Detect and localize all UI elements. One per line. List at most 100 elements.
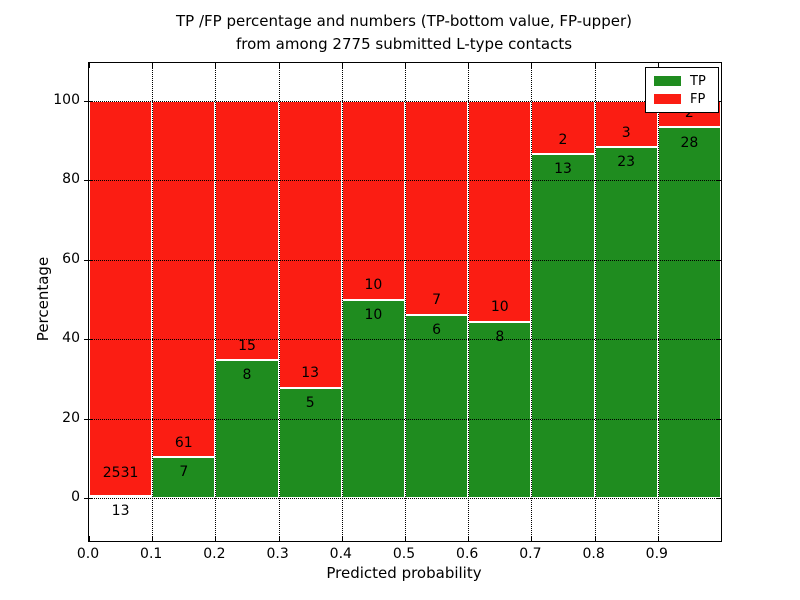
x-tick-bottom: [152, 536, 154, 541]
bar-segment-fp: [468, 101, 532, 322]
v-gridline: [278, 63, 280, 541]
x-tick-top: [594, 63, 596, 68]
v-gridline: [657, 63, 659, 541]
chart-title: TP /FP percentage and numbers (TP-bottom…: [88, 10, 720, 56]
y-tick-right: [716, 259, 721, 261]
bar-segment-tp: [152, 457, 216, 498]
legend-swatch-tp-icon: [654, 76, 681, 86]
y-tick-right: [716, 418, 721, 420]
v-gridline: [531, 63, 533, 541]
tp-count-label: 6: [432, 321, 442, 338]
y-axis-tick-label: 0: [71, 489, 80, 505]
y-axis-tick-label: 40: [62, 330, 80, 347]
legend-label-fp: FP: [690, 91, 706, 107]
x-tick-bottom: [89, 536, 90, 541]
bar-segment-fp: [531, 101, 595, 154]
tp-count-label: 13: [111, 503, 130, 520]
x-tick-top: [89, 63, 90, 68]
bar-segment-fp: [89, 101, 153, 496]
bar-segment-tp: [89, 495, 153, 498]
fp-count-label: 7: [432, 292, 442, 309]
x-axis-tick-label: 0.4: [329, 546, 352, 562]
tp-count-label: 13: [554, 161, 572, 178]
tp-count-label: 10: [364, 306, 383, 323]
bar-segment-tp: [278, 387, 342, 498]
legend-item-fp: FP: [654, 93, 718, 106]
fp-count-label: 2531: [102, 464, 139, 481]
bar-segment-tp: [531, 153, 595, 498]
x-tick-top: [531, 63, 533, 68]
tp-count-label: 8: [242, 366, 252, 383]
bar-segment-tp: [405, 314, 469, 498]
y-axis-tick-label: 100: [53, 92, 80, 108]
legend-item-tp: TP: [654, 75, 718, 88]
v-gridline: [341, 63, 343, 541]
x-tick-top: [405, 63, 406, 68]
fp-count-label: 3: [621, 124, 631, 141]
y-tick-left: [84, 498, 93, 499]
fp-count-label: 15: [238, 337, 256, 354]
x-axis-tick-label: 0.0: [76, 546, 100, 562]
x-tick-top: [152, 63, 154, 68]
bar-segment-tp: [468, 321, 532, 498]
x-axis-tick-label: 0.9: [645, 546, 668, 562]
y-tick-left: [84, 101, 93, 102]
legend-label-tp: TP: [690, 73, 706, 89]
tp-count-label: 7: [179, 464, 189, 481]
y-tick-left: [84, 339, 93, 341]
bar-segment-tp: [594, 146, 658, 498]
plot-area: TP FP 2531 13 61 7 15 8 13 5 10 10 7 6 10 8 2 13 3 23 2 28: [84, 62, 722, 542]
v-gridline: [594, 63, 596, 541]
x-axis-tick-label: 0.7: [519, 546, 542, 562]
x-axis-tick-label: 0.6: [456, 546, 479, 562]
x-tick-bottom: [341, 536, 343, 541]
y-axis-label: Percentage: [34, 256, 52, 342]
fp-count-label: 13: [301, 365, 320, 382]
bar-segment-fp: [215, 101, 279, 360]
chart-title-line2: from among 2775 submitted L-type contact…: [235, 35, 573, 53]
x-axis-tick-label: 0.3: [266, 546, 289, 562]
y-tick-right: [716, 180, 721, 182]
x-tick-bottom: [468, 536, 470, 541]
legend: TP FP: [645, 67, 719, 113]
tp-count-label: 23: [617, 153, 636, 170]
y-axis-tick-label: 60: [62, 250, 80, 267]
bar-segment-tp: [657, 127, 721, 498]
x-tick-bottom: [405, 536, 406, 541]
bar-segment-fp: [278, 101, 342, 388]
x-tick-bottom: [531, 536, 533, 541]
bar-segment-tp: [341, 299, 405, 498]
tp-count-label: 8: [495, 328, 505, 345]
y-tick-right: [716, 339, 721, 341]
legend-swatch-fp-icon: [654, 94, 681, 104]
x-tick-top: [341, 63, 343, 68]
x-axis-tick-label: 0.2: [203, 546, 226, 562]
x-tick-bottom: [657, 536, 659, 541]
fp-count-label: 2: [684, 105, 694, 122]
bar-segment-fp: [341, 101, 405, 300]
tp-count-label: 28: [680, 134, 699, 151]
fp-count-label: 10: [364, 277, 383, 294]
x-axis-tick-label: 0.1: [140, 546, 163, 562]
x-tick-bottom: [594, 536, 596, 541]
x-tick-top: [278, 63, 280, 68]
bar-segment-fp: [152, 101, 216, 458]
y-tick-left: [84, 180, 93, 182]
v-gridline: [215, 63, 217, 541]
tp-count-label: 5: [305, 394, 315, 411]
x-axis-label: Predicted probability: [326, 564, 482, 582]
y-axis-tick-label: 20: [62, 409, 80, 426]
x-tick-top: [215, 63, 217, 68]
y-tick-right: [716, 498, 721, 499]
x-axis-tick-label: 0.5: [392, 546, 416, 562]
x-tick-bottom: [215, 536, 217, 541]
y-tick-left: [84, 259, 93, 261]
x-tick-bottom: [278, 536, 280, 541]
y-tick-left: [84, 418, 93, 420]
fp-count-label: 10: [490, 299, 509, 316]
fp-count-label: 2: [558, 131, 568, 148]
x-tick-top: [657, 63, 659, 68]
v-gridline: [405, 63, 406, 541]
x-tick-top: [468, 63, 470, 68]
